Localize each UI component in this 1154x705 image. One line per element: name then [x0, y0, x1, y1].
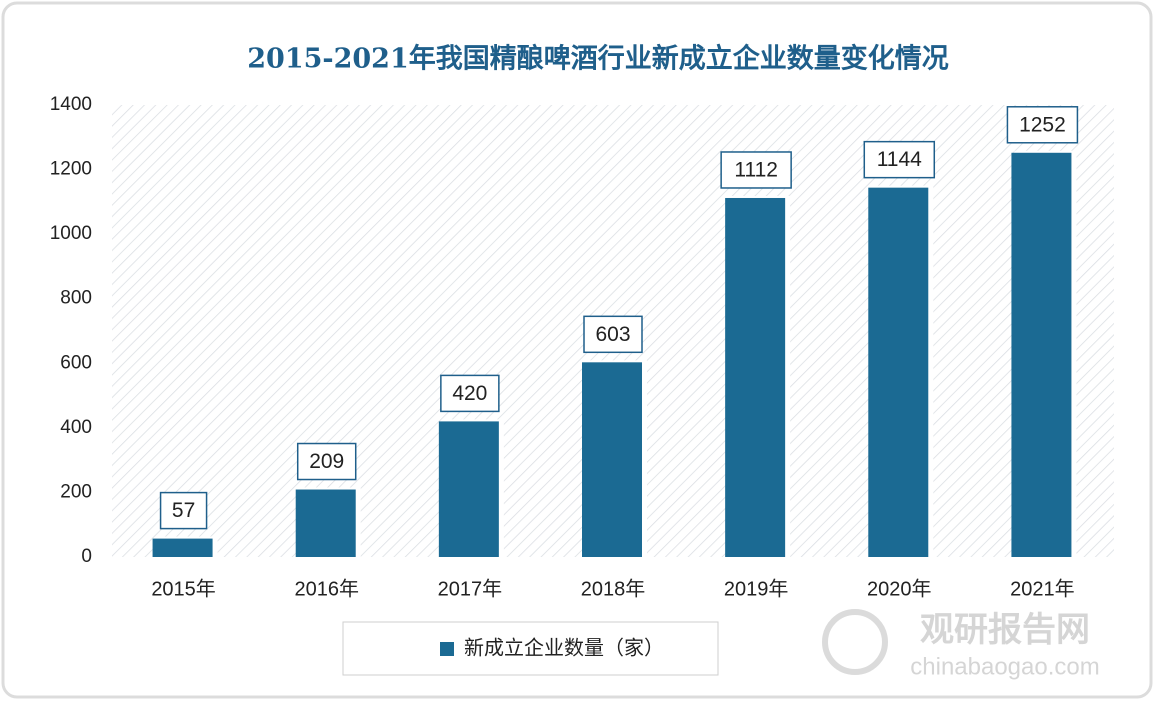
- x-tick-label: 2017年: [438, 577, 503, 600]
- value-label: 1252: [1019, 113, 1066, 136]
- y-tick-label: 1000: [50, 223, 92, 244]
- x-tick-label: 2018年: [581, 577, 646, 600]
- x-tick-label: 2016年: [294, 577, 359, 600]
- legend-swatch: [440, 642, 454, 656]
- x-tick-label: 2020年: [867, 577, 932, 600]
- bar: [295, 489, 356, 557]
- value-label-box: [159, 491, 208, 530]
- value-label: 1144: [877, 148, 922, 171]
- x-tick-label: 2021年: [1010, 577, 1075, 600]
- value-label-box: [863, 140, 936, 179]
- bar: [582, 362, 642, 557]
- y-tick-label: 1200: [50, 159, 92, 180]
- y-tick-label: 200: [60, 481, 92, 502]
- y-tick-label: 800: [60, 288, 92, 309]
- chart-title: 2015-2021年我国精酿啤酒行业新成立企业数量变化情况: [247, 43, 949, 75]
- value-label: 57: [172, 499, 195, 522]
- watermark: 观研报告网 chinabaogao.com: [822, 609, 1100, 680]
- bar: [438, 421, 499, 557]
- legend-label: 新成立企业数量（家）: [464, 636, 664, 659]
- bar: [152, 538, 213, 557]
- watermark-url: chinabaogao.com: [910, 653, 1099, 680]
- y-tick-label: 1400: [50, 94, 92, 115]
- watermark-name: 观研报告网: [920, 611, 1090, 649]
- value-label: 1112: [734, 159, 778, 182]
- value-label-box: [296, 442, 357, 481]
- value-label-box: [1006, 106, 1079, 144]
- value-label: 209: [309, 450, 344, 473]
- x-tick-label: 2019年: [724, 577, 789, 600]
- bar: [725, 197, 786, 558]
- value-label: 420: [452, 382, 487, 405]
- value-label: 603: [595, 323, 630, 346]
- y-tick-label: 600: [60, 352, 92, 373]
- legend-box: [342, 621, 719, 676]
- value-label-box: [440, 374, 500, 413]
- x-tick-label: 2015年: [151, 577, 216, 600]
- value-label-box: [720, 151, 792, 189]
- y-tick-label: 0: [81, 546, 92, 567]
- bar: [868, 187, 929, 557]
- y-tick-label: 400: [60, 417, 92, 438]
- watermark-logo: [822, 609, 888, 675]
- bar: [1011, 152, 1072, 558]
- value-label-box: [583, 315, 643, 354]
